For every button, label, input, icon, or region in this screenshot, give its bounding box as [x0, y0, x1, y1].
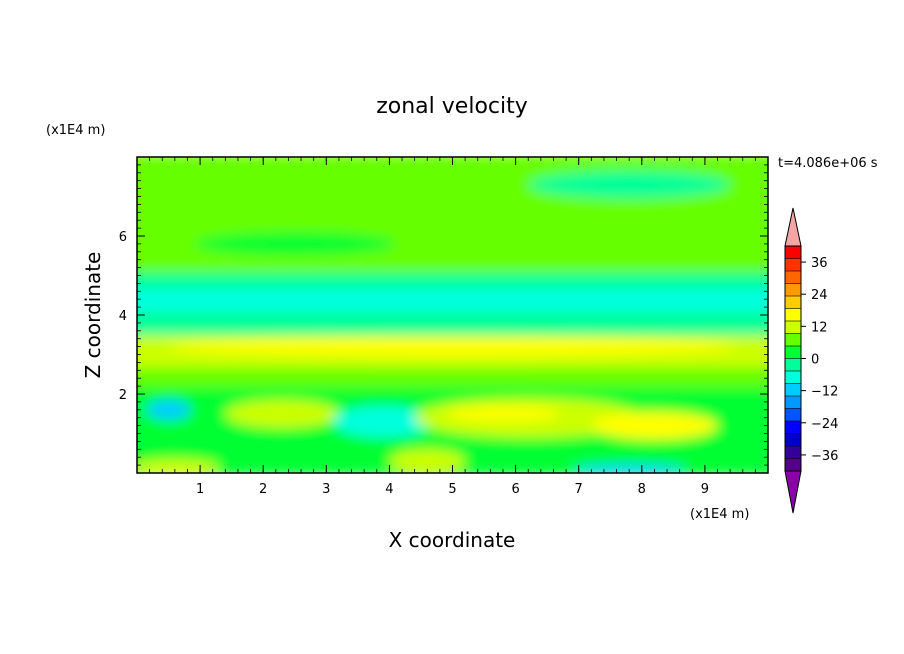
y-tick-label: 4 — [119, 309, 127, 324]
colorbar-tick-label: −24 — [811, 417, 838, 432]
x-tick-label: 4 — [385, 482, 393, 497]
colorbar-swatch — [785, 358, 801, 372]
colorbar-over-arrow — [784, 207, 802, 247]
colorbar-swatch — [785, 433, 801, 447]
colorbar-swatch — [785, 271, 801, 284]
x-unit-label: (x1E4 m) — [690, 507, 749, 522]
field-blob-14 — [137, 459, 220, 473]
colorbar-tick-label: 12 — [811, 320, 828, 335]
y-tick-label: 6 — [119, 230, 127, 245]
colorbar-tick-label: −36 — [811, 449, 838, 464]
x-tick-label: 3 — [322, 482, 330, 497]
colorbar-tick-label: −12 — [811, 385, 838, 400]
field-blob-12 — [389, 449, 466, 473]
field-blob-8 — [332, 405, 434, 438]
colorbar-tick-label: 0 — [811, 353, 819, 368]
velocity-field — [137, 157, 768, 473]
y-tick-label: 2 — [119, 388, 127, 403]
x-tick-label: 8 — [638, 482, 646, 497]
x-tick-label: 1 — [196, 482, 204, 497]
chart-title: zonal velocity — [376, 94, 528, 119]
colorbar-swatch — [785, 383, 801, 397]
field-blob-6 — [146, 399, 191, 420]
x-tick-label: 2 — [259, 482, 267, 497]
colorbar-tick-label: 36 — [811, 256, 828, 271]
colorbar-swatch — [785, 371, 801, 384]
colorbar-swatch — [785, 396, 801, 409]
colorbar-swatch — [785, 421, 801, 434]
colorbar-swatch — [785, 408, 801, 422]
field-blob-11 — [446, 405, 560, 422]
colorbar-swatch — [785, 283, 801, 297]
x-axis-label: X coordinate — [389, 528, 516, 552]
colorbar-swatch — [785, 296, 801, 309]
field-blob-2 — [250, 206, 529, 235]
field-blob-5 — [168, 336, 737, 357]
axis-ticks: 1 2 3 4 5 6 7 8 9 2 4 6 — [119, 157, 769, 497]
colorbar-swatch — [785, 346, 801, 359]
x-tick-label: 7 — [575, 482, 583, 497]
x-tick-label: 6 — [511, 482, 519, 497]
colorbar-under-arrow — [784, 470, 802, 514]
y-unit-label: (x1E4 m) — [46, 123, 105, 138]
field-blob-10 — [591, 411, 718, 440]
x-tick-label: 9 — [701, 482, 709, 497]
field-blob-4 — [193, 232, 396, 256]
colorbar: 36 24 12 0 −12 −24 −36 — [784, 207, 838, 514]
colorbar-swatch — [785, 458, 801, 472]
time-label: t=4.086e+06 s — [778, 156, 878, 171]
colorbar-tick-label: 24 — [811, 288, 828, 303]
field-soft-group — [137, 157, 768, 473]
field-blob-1 — [528, 170, 731, 199]
colorbar-swatch — [785, 246, 801, 259]
colorbar-swatch — [785, 333, 801, 347]
x-tick-label: 5 — [448, 482, 456, 497]
field-blob-13 — [572, 464, 686, 473]
colorbar-swatch — [785, 258, 801, 272]
colorbar-swatch — [785, 446, 801, 459]
colorbar-swatch — [785, 308, 801, 322]
field-blob-3 — [452, 220, 705, 252]
field-blob-7 — [225, 399, 339, 428]
field-blob-0 — [149, 180, 327, 213]
colorbar-swatch — [785, 321, 801, 334]
y-axis-label: Z coordinate — [81, 252, 105, 379]
